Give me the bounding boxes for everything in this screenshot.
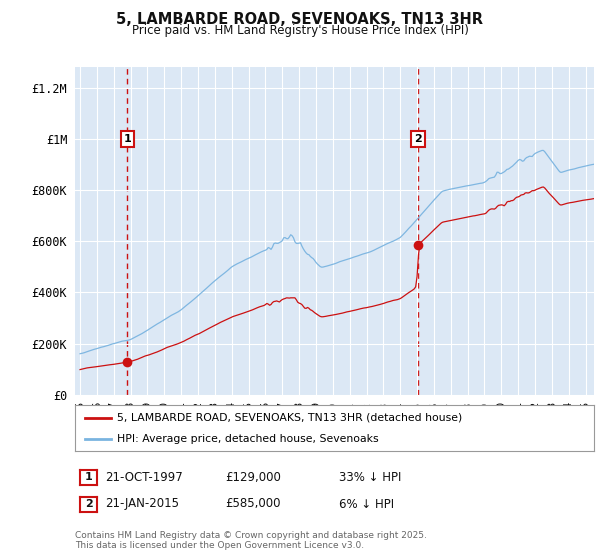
Text: Contains HM Land Registry data © Crown copyright and database right 2025.
This d: Contains HM Land Registry data © Crown c…	[75, 531, 427, 550]
Text: HPI: Average price, detached house, Sevenoaks: HPI: Average price, detached house, Seve…	[116, 435, 378, 444]
Text: 21-OCT-1997: 21-OCT-1997	[105, 470, 183, 484]
Text: Price paid vs. HM Land Registry's House Price Index (HPI): Price paid vs. HM Land Registry's House …	[131, 24, 469, 38]
Text: £585,000: £585,000	[225, 497, 281, 511]
Text: 21-JAN-2015: 21-JAN-2015	[105, 497, 179, 511]
Text: 1: 1	[85, 473, 92, 482]
Text: 5, LAMBARDE ROAD, SEVENOAKS, TN13 3HR: 5, LAMBARDE ROAD, SEVENOAKS, TN13 3HR	[116, 12, 484, 26]
Text: 6% ↓ HPI: 6% ↓ HPI	[339, 497, 394, 511]
Text: 5, LAMBARDE ROAD, SEVENOAKS, TN13 3HR (detached house): 5, LAMBARDE ROAD, SEVENOAKS, TN13 3HR (d…	[116, 413, 462, 423]
Text: £129,000: £129,000	[225, 470, 281, 484]
Text: 2: 2	[414, 134, 422, 144]
Text: 33% ↓ HPI: 33% ↓ HPI	[339, 470, 401, 484]
Text: 2: 2	[85, 500, 92, 509]
Text: 1: 1	[124, 134, 131, 144]
